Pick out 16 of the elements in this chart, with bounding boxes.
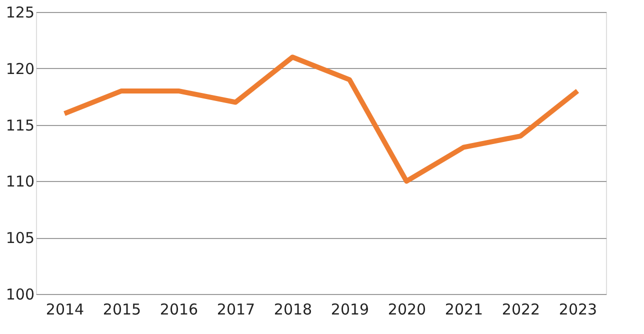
x-tick-label: 2022 [502,300,540,318]
y-tick-label: 110 [6,172,34,191]
y-tick-label: 120 [6,60,34,78]
y-tick-label: 105 [6,229,34,248]
y-tick-label: 125 [6,4,34,22]
x-tick-label: 2016 [160,300,198,318]
x-tick-label: 2021 [444,300,484,318]
x-tick-label: 2015 [102,300,142,318]
y-tick-label: 115 [6,116,34,134]
x-tick-label: 2018 [274,300,312,318]
x-tick-label: 2020 [388,300,426,318]
x-tick-label: 2014 [46,300,84,318]
x-tick-label: 2017 [216,300,256,318]
y-tick-label: 100 [6,286,34,304]
x-tick-label: 2019 [330,300,370,318]
x-tick-label: 2023 [558,300,598,318]
